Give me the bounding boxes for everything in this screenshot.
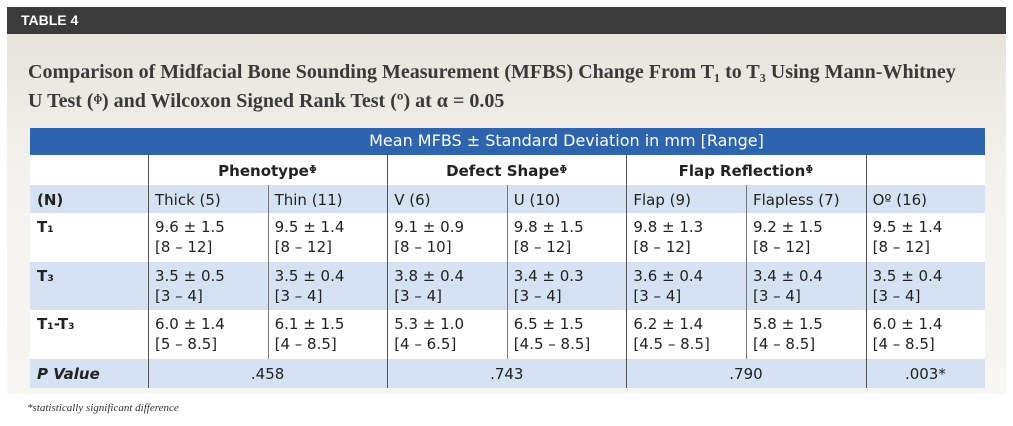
mean-sd: 3.5 ± 0.4 [872, 267, 943, 285]
column-header: U (10) [513, 191, 561, 209]
column-divider [626, 155, 628, 388]
column-header: V (6) [394, 191, 431, 209]
range: [3 – 4] [274, 287, 323, 305]
range: [8 – 12] [274, 238, 332, 256]
column-divider [267, 185, 269, 359]
range: [3 – 4] [513, 287, 562, 305]
mean-sd: 9.1 ± 0.9 [394, 218, 465, 236]
range: [8 – 10] [394, 238, 452, 256]
data-cell: 9.5 ± 1.4 [8 – 12] [866, 213, 986, 262]
range: [4.5 – 8.5] [633, 335, 710, 353]
group-header: Defect Shapeᶲ [446, 162, 568, 180]
range: [4.5 – 8.5] [513, 335, 591, 353]
table-row: Mean MFBS ± Standard Deviation in mm [Ra… [30, 128, 985, 155]
row-label: (N) [37, 191, 64, 209]
column-header: Flapless (7) [753, 191, 840, 209]
range: [3 – 4] [394, 287, 443, 305]
mean-sd: 9.5 ± 1.4 [274, 218, 345, 236]
data-cell: 6.2 ± 1.4 [4.5 – 8.5] [626, 310, 746, 359]
column-divider [387, 155, 389, 388]
mean-sd: 6.0 ± 1.4 [872, 315, 943, 333]
row-label: T₁-T₃ [37, 315, 75, 333]
mean-sd: 3.8 ± 0.4 [394, 267, 465, 285]
data-cell: 9.6 ± 1.5 [8 – 12] [148, 213, 268, 262]
data-cell: 3.5 ± 0.4 [3 – 4] [866, 262, 986, 310]
data-cell: 3.4 ± 0.3 [3 – 4] [507, 262, 627, 310]
column-divider [506, 185, 508, 359]
range: [8 – 12] [753, 238, 811, 256]
range: [8 – 12] [872, 238, 930, 256]
range: [3 – 4] [753, 287, 801, 305]
range: [3 – 4] [633, 287, 682, 305]
data-cell: 9.8 ± 1.3 [8 – 12] [626, 213, 746, 262]
row-label: T₃ [37, 267, 54, 285]
group-header: Flap Reflectionᶲ [678, 162, 814, 180]
range: [8 – 12] [155, 238, 213, 256]
mean-sd: 9.5 ± 1.4 [872, 218, 943, 236]
column-header: Oº (16) [872, 191, 928, 209]
data-cell: 9.5 ± 1.4 [8 – 12] [268, 213, 388, 262]
data-cell: 9.1 ± 0.9 [8 – 10] [387, 213, 507, 262]
p-value: .743 [490, 365, 524, 383]
mean-sd: 9.8 ± 1.5 [513, 218, 584, 236]
range: [8 – 12] [633, 238, 691, 256]
column-divider [148, 155, 149, 388]
mean-sd: 5.3 ± 1.0 [394, 315, 465, 333]
mean-sd: 6.2 ± 1.4 [633, 315, 704, 333]
mean-sd: 6.0 ± 1.4 [155, 315, 225, 333]
table-title: Comparison of Midfacial Bone Sounding Me… [28, 61, 956, 112]
mean-sd: 3.6 ± 0.4 [633, 267, 704, 285]
data-cell: 6.1 ± 1.5 [4 – 8.5] [268, 310, 388, 359]
column-header: Thick (5) [155, 191, 221, 209]
row-label: P Value [37, 365, 100, 383]
data-cell: 9.2 ± 1.5 [8 – 12] [746, 213, 866, 262]
table-row: Phenotypeᶲ Defect Shapeᶲ Flap Reflectionᶲ [30, 155, 985, 185]
banner-label-cell [30, 128, 148, 155]
table-label: TABLE 4 [7, 7, 1006, 34]
range: [4 – 6.5] [394, 335, 457, 353]
mean-sd: 3.4 ± 0.3 [513, 267, 584, 285]
data-cell: 3.8 ± 0.4 [3 – 4] [387, 262, 507, 310]
data-cell: 3.4 ± 0.4 [3 – 4] [746, 262, 866, 310]
p-value: .790 [729, 365, 763, 383]
mean-sd: 3.5 ± 0.5 [155, 267, 225, 285]
mean-sd: 9.6 ± 1.5 [155, 218, 225, 236]
column-header: Thin (11) [274, 191, 343, 209]
mean-sd: 5.8 ± 1.5 [753, 315, 823, 333]
mean-sd: 3.4 ± 0.4 [753, 267, 823, 285]
range: [8 – 12] [513, 238, 572, 256]
p-value: .003* [904, 365, 946, 383]
data-cell: 3.5 ± 0.5 [3 – 4] [148, 262, 268, 310]
mean-sd: 6.5 ± 1.5 [513, 315, 584, 333]
mean-sd: 9.8 ± 1.3 [633, 218, 704, 236]
column-divider [865, 155, 867, 388]
mean-sd: 6.1 ± 1.5 [274, 315, 345, 333]
range: [4 – 8.5] [872, 335, 935, 353]
group-header: Phenotypeᶲ [218, 162, 317, 180]
mean-sd: 3.5 ± 0.4 [274, 267, 345, 285]
data-cell: 6.5 ± 1.5 [4.5 – 8.5] [507, 310, 627, 359]
data-cell: 3.6 ± 0.4 [3 – 4] [626, 262, 746, 310]
footnote: *statistically significant difference [27, 402, 179, 414]
mean-sd: 9.2 ± 1.5 [753, 218, 823, 236]
data-cell: 6.0 ± 1.4 [4 – 8.5] [866, 310, 986, 359]
banner: Mean MFBS ± Standard Deviation in mm [Ra… [148, 128, 985, 155]
data-cell: 5.3 ± 1.0 [4 – 6.5] [387, 310, 507, 359]
data-cell: 3.5 ± 0.4 [3 – 4] [268, 262, 388, 310]
range: [3 – 4] [872, 287, 921, 305]
row-label: T₁ [37, 218, 54, 236]
table-row: P Value .458 .743 .790 .003* [30, 359, 985, 388]
range: [4 – 8.5] [274, 335, 337, 353]
range: [5 – 8.5] [155, 335, 218, 353]
column-divider [746, 185, 747, 359]
column-header: Flap (9) [633, 191, 691, 209]
range: [3 – 4] [155, 287, 203, 305]
p-value: .458 [250, 365, 285, 383]
range: [4 – 8.5] [753, 335, 816, 353]
data-cell: 5.8 ± 1.5 [4 – 8.5] [746, 310, 866, 359]
data-cell: 6.0 ± 1.4 [5 – 8.5] [148, 310, 268, 359]
data-cell: 9.8 ± 1.5 [8 – 12] [507, 213, 627, 262]
